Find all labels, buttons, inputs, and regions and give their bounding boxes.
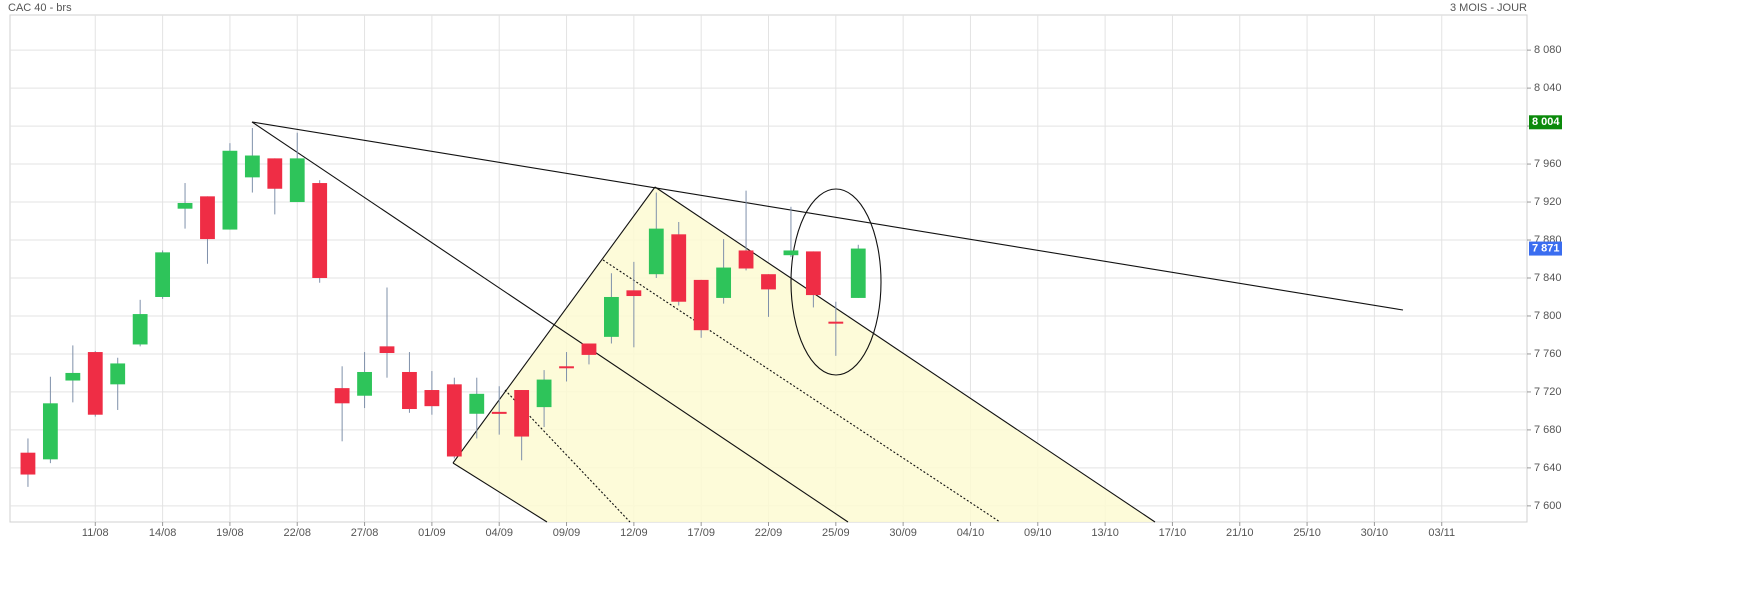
- candle-body: [42, 403, 58, 460]
- x-tick-label: 22/08: [283, 527, 311, 539]
- x-tick-label: 25/10: [1293, 527, 1321, 539]
- candle-body: [514, 390, 530, 437]
- candle-body: [177, 202, 193, 209]
- price-label-box: [1529, 241, 1562, 256]
- pitchfork-midline: [602, 259, 1001, 523]
- candle-body: [850, 248, 866, 298]
- candle-body: [65, 372, 81, 381]
- candle-body: [604, 296, 619, 337]
- candle-body: [222, 150, 238, 230]
- candle-body: [581, 343, 597, 355]
- chart-drawings: [251, 121, 1404, 523]
- candle-body: [424, 390, 440, 407]
- candle-body: [828, 321, 844, 324]
- candle-body: [244, 155, 260, 178]
- candle-body: [693, 279, 709, 331]
- x-tick-label: 04/10: [957, 527, 985, 539]
- x-tick-label: 30/09: [889, 527, 917, 539]
- chart-title: CAC 40 - brs: [8, 2, 72, 14]
- candle-body: [379, 346, 395, 353]
- trend-line: [251, 121, 849, 523]
- candle-body: [491, 411, 507, 414]
- x-tick-label: 22/09: [755, 527, 783, 539]
- y-tick-label: 7 600: [1534, 500, 1562, 512]
- y-tick-label: 7 800: [1534, 310, 1562, 322]
- candle-body: [402, 371, 417, 410]
- x-tick-label: 19/08: [216, 527, 244, 539]
- candle-body: [132, 314, 148, 345]
- candle-body: [200, 196, 215, 240]
- highlight-ellipse: [790, 188, 882, 376]
- candle-body: [738, 250, 754, 269]
- y-tick-label: 8 080: [1534, 44, 1562, 56]
- x-tick-label: 30/10: [1361, 527, 1389, 539]
- x-tick-label: 25/09: [822, 527, 850, 539]
- trend-line: [251, 121, 1404, 311]
- candles: [20, 127, 866, 487]
- candle-body: [805, 251, 821, 296]
- x-tick-label: 21/10: [1226, 527, 1254, 539]
- pitchfork-line: [654, 186, 1156, 523]
- candle-body: [357, 371, 372, 396]
- x-tick-label: 04/09: [485, 527, 513, 539]
- candle-body: [783, 250, 799, 256]
- x-tick-label: 12/09: [620, 527, 648, 539]
- pitchfork-line: [452, 462, 548, 523]
- candle-body: [20, 452, 36, 475]
- x-tick-label: 03/11: [1428, 527, 1455, 539]
- y-tick-label: 7 960: [1534, 158, 1562, 170]
- y-tick-label: 7 920: [1534, 196, 1562, 208]
- x-tick-label: 09/10: [1024, 527, 1052, 539]
- y-tick-label: 7 720: [1534, 386, 1562, 398]
- x-tick-label: 01/09: [418, 527, 446, 539]
- candle-body: [267, 158, 283, 189]
- x-tick-label: 14/08: [149, 527, 177, 539]
- candle-body: [559, 366, 574, 369]
- y-tick-label: 7 760: [1534, 348, 1562, 360]
- price-label: 7 871: [1532, 242, 1560, 254]
- x-tick-label: 17/09: [687, 527, 715, 539]
- x-tick-label: 11/08: [82, 527, 109, 539]
- candle-body: [626, 290, 642, 297]
- candle-body: [87, 352, 103, 415]
- x-tick-label: 13/10: [1091, 527, 1119, 539]
- candle-body: [446, 384, 462, 457]
- chart-subtitle: 3 MOIS - JOUR: [1450, 2, 1527, 14]
- candle-body: [469, 393, 485, 414]
- y-tick-label: 7 680: [1534, 424, 1562, 436]
- grid: [10, 15, 1527, 522]
- candle-body: [716, 267, 732, 298]
- y-tick-label: 8 040: [1534, 82, 1562, 94]
- candle-body: [536, 379, 552, 408]
- candle-body: [312, 183, 328, 278]
- x-tick-label: 17/10: [1159, 527, 1187, 539]
- price-label: 8 004: [1532, 116, 1560, 128]
- candle-body: [289, 158, 305, 203]
- candle-body: [334, 388, 350, 404]
- candle-body: [110, 363, 126, 385]
- pitchfork-area: [453, 187, 1155, 522]
- candle-body: [761, 274, 776, 290]
- candle-body: [671, 234, 687, 302]
- x-tick-label: 09/09: [553, 527, 581, 539]
- y-tick-label: 7 640: [1534, 462, 1562, 474]
- price-label-box: [1529, 115, 1562, 130]
- y-tick-label: 7 840: [1534, 272, 1562, 284]
- candle-body: [648, 228, 664, 275]
- x-tick-label: 27/08: [351, 527, 379, 539]
- candle-body: [155, 252, 171, 297]
